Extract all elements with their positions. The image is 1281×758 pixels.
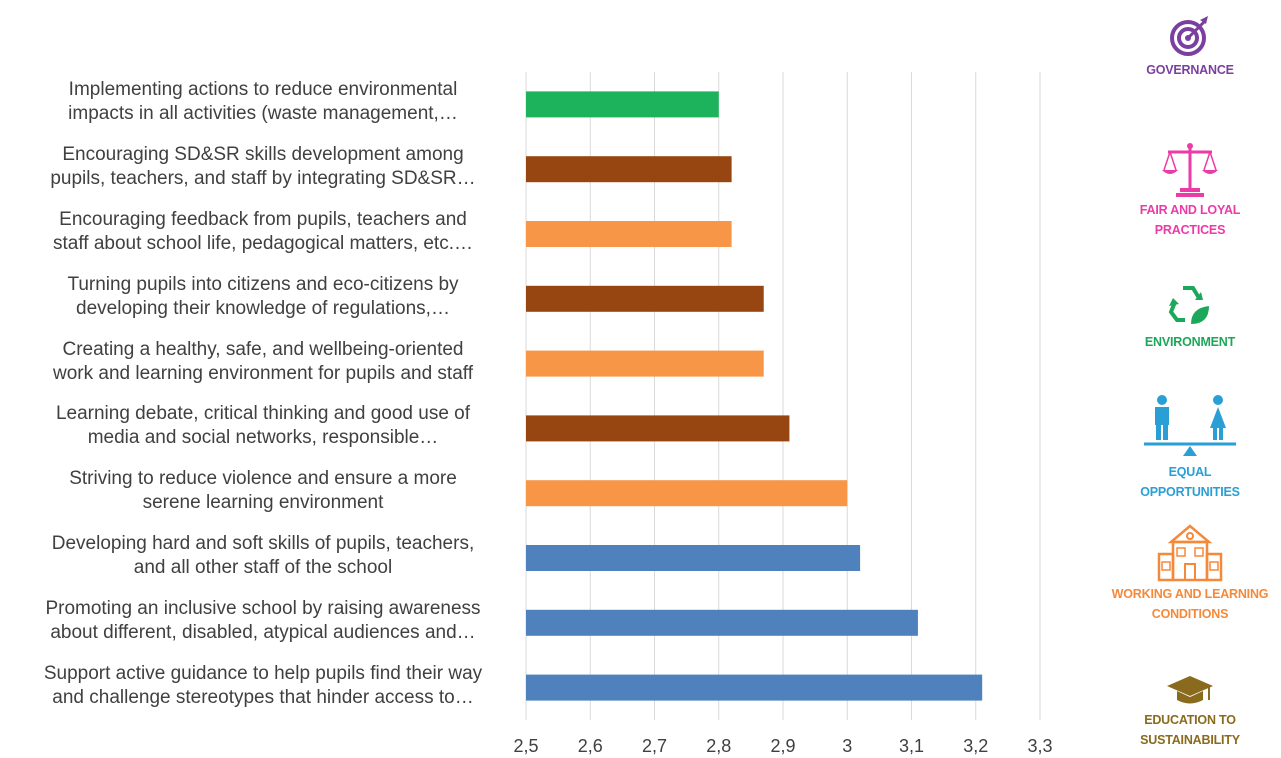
category-label-line: Developing hard and soft skills of pupil… [51,533,475,554]
x-tick-label: 2,7 [642,736,667,756]
legend-label: FAIR AND LOYAL [1139,203,1241,217]
bar [526,674,983,701]
legend-equal-opportunities: EQUAL OPPORTUNITIES [1100,394,1280,502]
category-label-line: staff about school life, pedagogical mat… [53,233,473,254]
category-label-line: Support active guidance to help pupils f… [43,662,483,684]
bar [526,415,790,442]
category-label-line: Turning pupils into citizens and eco-cit… [67,273,459,295]
category-label: Turning pupils into citizens and eco-cit… [8,273,518,321]
category-label-line: media and social networks, responsible… [87,427,439,449]
category-label: Learning debate, critical thinking and g… [8,402,518,450]
category-label-line: about different, disabled, atypical audi… [50,621,476,643]
category-label: Encouraging feedback from pupils, teache… [8,208,518,256]
legend-working-learning-conditions: WORKING AND LEARNING CONDITIONS [1100,522,1280,624]
equality-figures-icon [1144,395,1236,456]
category-label-line: developing their knowledge of regulation… [76,297,450,319]
legend-label: EDUCATION TO [1144,713,1236,727]
legend-label: ENVIRONMENT [1144,335,1236,349]
bars [526,91,983,701]
bar [526,350,764,377]
legend-label: PRACTICES [1154,223,1226,237]
category-label-line: Encouraging feedback from pupils, teache… [59,209,467,230]
bar [526,156,732,183]
x-axis-ticks: 2,5 2,6 2,7 2,8 2,9 3 3,1 3,2 3,3 [513,736,1052,756]
category-label-line: serene learning environment [142,492,384,514]
bar [526,545,861,571]
category-label-line: pupils, teachers, and staff by integrati… [50,168,476,190]
x-tick-label: 2,9 [770,736,795,756]
legend-fair-loyal-practices: FAIR AND LOYAL PRACTICES [1100,140,1280,240]
legend-governance: GOVERNANCE [1100,14,1280,80]
category-label: Support active guidance to help pupils f… [8,662,518,710]
category-label-line: Striving to reduce violence and ensure a… [69,468,457,490]
bar-chart: 2,5 2,6 2,7 2,8 2,9 3 3,1 3,2 3,3 [513,72,1053,756]
category-label-line: Promoting an inclusive school by raising… [45,597,481,619]
bar [526,91,719,118]
category-label: Developing hard and soft skills of pupil… [8,532,518,580]
bar [526,609,918,636]
legend-label: OPPORTUNITIES [1140,485,1240,499]
x-tick-label: 3,2 [963,736,988,756]
legend-label: SUSTAINABILITY [1140,733,1240,747]
category-label: Creating a healthy, safe, and wellbeing-… [8,338,518,386]
category-label-line: Learning debate, critical thinking and g… [55,403,471,425]
category-label-line: Encouraging SD&SR skills development amo… [62,144,464,166]
x-tick-label: 2,5 [513,736,538,756]
x-tick-label: 2,8 [706,736,731,756]
category-label-line: work and learning environment for pupils… [52,362,473,384]
school-building-icon [1157,524,1223,582]
category-label: Striving to reduce violence and ensure a… [8,467,518,515]
category-label: Promoting an inclusive school by raising… [8,597,518,645]
category-label: Implementing actions to reduce environme… [8,78,518,126]
legend-environment: ENVIRONMENT [1100,280,1280,352]
legend-label: GOVERNANCE [1146,63,1234,77]
target-icon [1170,16,1208,56]
category-label-line: and challenge stereotypes that hinder ac… [52,686,474,708]
bar [526,480,848,507]
legend-label: CONDITIONS [1151,607,1229,621]
category-label-line: Creating a healthy, safe, and wellbeing-… [62,338,464,360]
legend-label: WORKING AND LEARNING [1111,587,1269,601]
recycle-leaf-icon [1168,286,1209,324]
x-tick-label: 3 [842,736,852,756]
graduation-cap-icon [1167,676,1213,704]
x-tick-label: 3,1 [899,736,924,756]
category-label-line: and all other staff of the school [133,557,393,578]
category-label-line: Implementing actions to reduce environme… [68,79,458,101]
category-label: Encouraging SD&SR skills development amo… [8,143,518,191]
legend-education-sustainability: EDUCATION TO SUSTAINABILITY [1100,674,1280,750]
category-label-line: impacts in all activities (waste managem… [68,103,458,125]
x-tick-label: 2,6 [578,736,603,756]
legend-label: EQUAL [1168,465,1212,479]
bar [526,285,764,312]
scales-icon [1162,143,1218,197]
x-tick-label: 3,3 [1027,736,1052,756]
bar [526,221,732,247]
